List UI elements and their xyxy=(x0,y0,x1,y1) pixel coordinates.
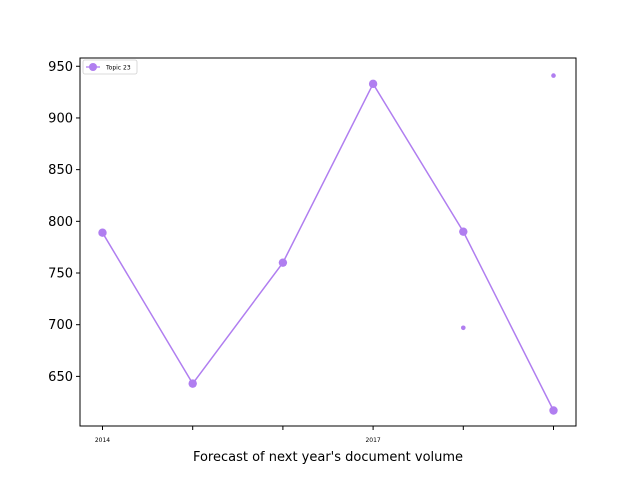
data-point-2016 xyxy=(278,258,288,267)
y-tick-label-750: 750 xyxy=(48,267,73,282)
data-point-2017 xyxy=(368,79,378,89)
y-tick-label-950: 950 xyxy=(48,60,73,75)
x-axis: 2014 2017 xyxy=(95,426,554,444)
series-line-0 xyxy=(101,82,555,411)
x-tick-label-2017: 2017 xyxy=(365,437,380,444)
data-point-2014 xyxy=(98,228,107,237)
legend: Topic 23 xyxy=(82,59,138,75)
y-tick-label-900: 900 xyxy=(48,111,73,126)
extra-point-1 xyxy=(551,73,556,78)
legend-label-topic-23: Topic 23 xyxy=(105,65,131,72)
x-axis-title: Forecast of next year's document volume xyxy=(193,450,463,465)
y-tick-label-800: 800 xyxy=(48,215,73,230)
legend-marker-swatch xyxy=(89,63,97,71)
y-tick-label-650: 650 xyxy=(48,370,73,385)
y-tick-label-850: 850 xyxy=(48,163,73,178)
data-point-2018 xyxy=(459,227,468,236)
y-tick-label-700: 700 xyxy=(48,318,73,333)
chart-marks xyxy=(98,73,558,415)
legend-box xyxy=(82,59,138,75)
extra-point-0 xyxy=(461,325,466,331)
x-tick-label-2014: 2014 xyxy=(95,437,110,444)
plot-area-frame xyxy=(79,57,577,427)
y-axis: 650 700 750 800 850 900 950 xyxy=(48,60,80,385)
data-point-2015 xyxy=(188,379,197,388)
data-point-2019 xyxy=(549,406,558,415)
